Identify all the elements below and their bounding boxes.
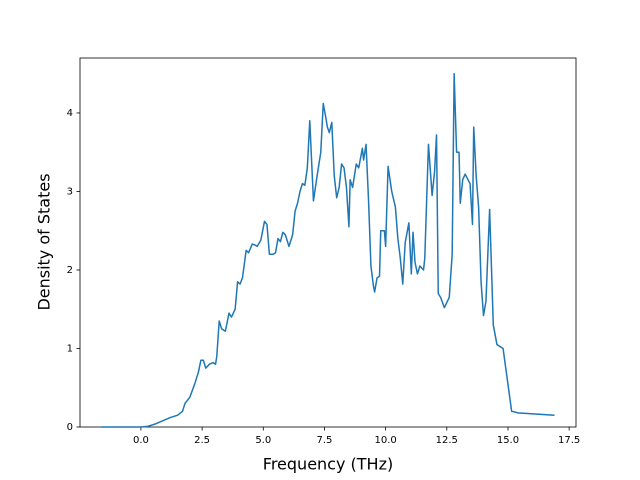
x-tick-label: 0.0 bbox=[133, 435, 149, 446]
plot-frame bbox=[79, 57, 577, 428]
y-tick-label: 0 bbox=[67, 422, 73, 433]
x-axis-label: Frequency (THz) bbox=[263, 455, 393, 474]
x-tick-label: 15.0 bbox=[497, 435, 519, 446]
x-tick-label: 10.0 bbox=[374, 435, 396, 446]
dos-line bbox=[101, 72, 555, 428]
x-tick-label: 12.5 bbox=[436, 435, 458, 446]
x-tick-label: 2.5 bbox=[194, 435, 210, 446]
y-tick-label: 2 bbox=[67, 265, 73, 276]
x-tick-label: 5.0 bbox=[255, 435, 271, 446]
y-tick-label: 3 bbox=[67, 186, 73, 197]
y-tick-label: 1 bbox=[67, 343, 73, 354]
y-axis-label: Density of States bbox=[35, 173, 54, 310]
x-tick-label: 7.5 bbox=[316, 435, 332, 446]
y-tick-label: 4 bbox=[67, 108, 73, 119]
x-tick-label: 17.5 bbox=[558, 435, 580, 446]
